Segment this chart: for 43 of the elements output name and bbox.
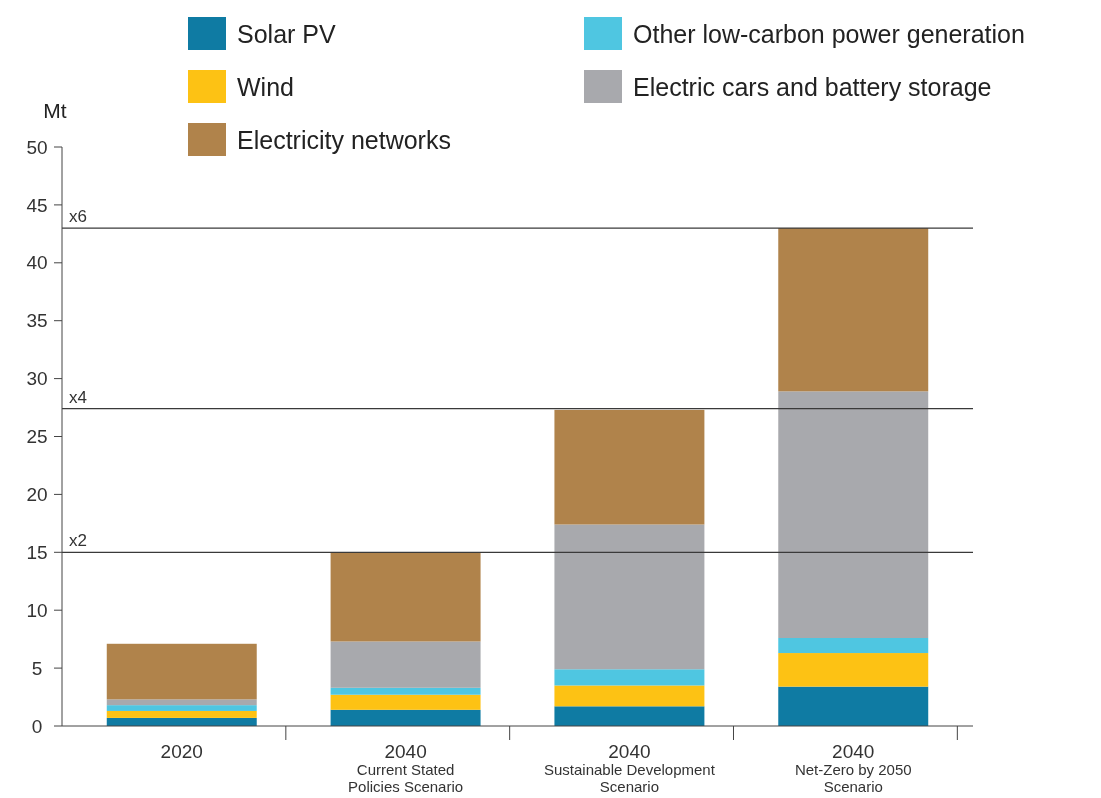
- bar: [554, 669, 705, 686]
- bar: [330, 641, 481, 688]
- bar: [330, 687, 481, 695]
- bar: [106, 710, 257, 718]
- y-tick-label: 45: [26, 194, 48, 216]
- y-tick-label: 5: [31, 657, 43, 679]
- bar: [554, 409, 705, 525]
- y-tick-label: 30: [26, 368, 48, 390]
- ref-line-label: x6: [69, 207, 87, 227]
- y-tick-label: 50: [26, 136, 48, 158]
- bar: [330, 694, 481, 710]
- y-tick-label: 35: [26, 310, 48, 332]
- bar: [554, 685, 705, 707]
- legend-label: Electricity networks: [237, 125, 451, 154]
- bar: [330, 709, 481, 726]
- y-axis-title: Mt: [43, 99, 67, 122]
- bar: [778, 686, 929, 726]
- bar: [554, 524, 705, 670]
- y-tick-label: 15: [26, 541, 48, 563]
- x-tick-label: 2020: [160, 741, 203, 762]
- bar: [778, 653, 929, 687]
- y-tick-label: 40: [26, 252, 48, 274]
- bar: [778, 228, 929, 392]
- bar: [106, 705, 257, 711]
- bar: [778, 391, 929, 638]
- bar: [106, 643, 257, 700]
- bar: [554, 706, 705, 726]
- x-tick-label: 2040 Sustainable Development Scenario: [543, 741, 716, 795]
- legend-label: Electric cars and battery storage: [633, 72, 992, 101]
- x-tick-label: 2040 Current Stated Policies Scenario: [348, 741, 464, 795]
- y-tick-label: 25: [26, 426, 48, 448]
- bar: [330, 552, 481, 642]
- legend-label: Solar PV: [237, 19, 336, 48]
- y-tick-label: 10: [26, 599, 48, 621]
- legend-label: Other low-carbon power generation: [633, 19, 1025, 48]
- y-tick-label: 0: [31, 715, 43, 737]
- bar: [778, 637, 929, 654]
- x-tick-label: 2040 Net-Zero by 2050 Scenario: [794, 741, 912, 795]
- legend-label: Wind: [237, 72, 294, 101]
- y-tick-label: 20: [26, 484, 48, 506]
- ref-line-label: x2: [69, 531, 87, 551]
- bar: [106, 699, 257, 706]
- ref-line-label: x4: [69, 387, 87, 407]
